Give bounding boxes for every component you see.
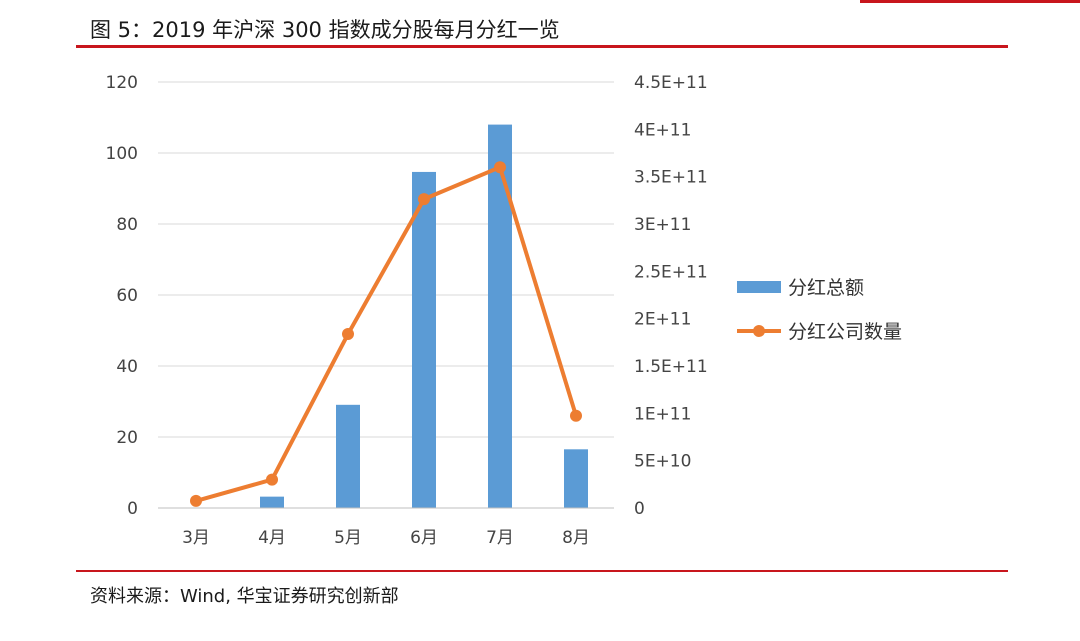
line-point (570, 409, 582, 422)
y-left-tick-label: 60 (116, 286, 138, 306)
x-tick-label: 8月 (562, 528, 590, 548)
y-right-tick-label: 2.5E+11 (634, 262, 708, 282)
y-left-tick-label: 20 (116, 428, 138, 448)
x-axis: 3月 4月 5月 6月 7月 8月 (158, 507, 614, 548)
line-series (190, 161, 582, 507)
source-rule (76, 570, 1008, 572)
y-right-tick-label: 0 (634, 499, 645, 519)
y-right-tick-label: 4E+11 (634, 120, 691, 140)
bar (336, 404, 360, 508)
bar-series (260, 124, 588, 508)
legend-bar-swatch (737, 281, 781, 293)
y-axis-left: 0 20 40 60 80 100 120 (106, 73, 138, 519)
y-left-tick-label: 40 (116, 357, 138, 377)
line-point (190, 494, 202, 507)
y-right-tick-label: 5E+10 (634, 452, 691, 472)
grid-lines (158, 81, 614, 509)
x-tick-label: 3月 (182, 528, 210, 548)
y-right-tick-label: 4.5E+11 (634, 73, 708, 93)
y-axis-right: 0 5E+10 1E+11 1.5E+11 2E+11 2.5E+11 3E+11 3.5E+… (634, 73, 708, 519)
x-tick-label: 7月 (486, 528, 514, 548)
figure-title: 图 5：2019 年沪深 300 指数成分股每月分红一览 (90, 18, 560, 42)
y-left-tick-label: 80 (116, 215, 138, 235)
bar (260, 496, 284, 508)
y-right-tick-label: 3E+11 (634, 215, 691, 235)
line-point (418, 193, 430, 206)
x-tick-label: 5月 (334, 528, 362, 548)
bar (412, 171, 436, 508)
y-right-tick-label: 1E+11 (634, 404, 691, 424)
line-point (342, 328, 354, 341)
y-right-tick-label: 2E+11 (634, 310, 691, 330)
y-right-tick-label: 3.5E+11 (634, 168, 708, 188)
bar (564, 449, 588, 508)
y-left-tick-label: 0 (127, 499, 138, 519)
y-right-tick-label: 1.5E+11 (634, 357, 708, 377)
x-tick-label: 6月 (410, 528, 438, 548)
legend-line-label: 分红公司数量 (788, 321, 902, 343)
y-left-tick-label: 120 (106, 73, 138, 93)
top-accent-bar (860, 0, 1080, 3)
source-note: 资料来源：Wind, 华宝证券研究创新部 (90, 586, 399, 607)
x-tick-label: 4月 (258, 528, 286, 548)
line-point (494, 161, 506, 174)
bar (488, 124, 512, 508)
legend-bar-label: 分红总额 (788, 277, 864, 299)
line-path (195, 165, 578, 503)
legend-line-marker (753, 325, 765, 337)
title-rule (76, 45, 1008, 48)
y-left-tick-label: 100 (106, 144, 138, 164)
line-point (266, 473, 278, 486)
